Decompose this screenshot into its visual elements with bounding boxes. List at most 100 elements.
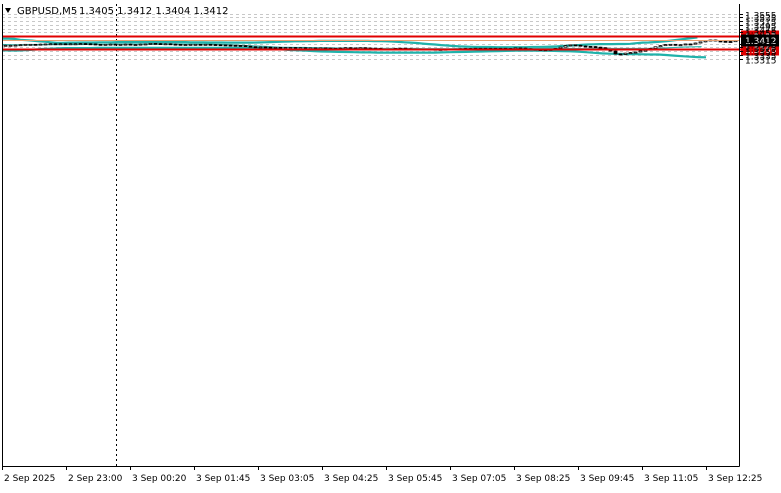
candle-body [198,43,203,46]
candle-body [288,47,293,49]
lower-band-line [1,46,707,59]
candle-body [653,46,658,49]
y-tick-label: 1.3535 [745,15,777,25]
candle-body [53,43,58,46]
triangle-down-icon[interactable] [5,8,11,13]
candle-body [718,40,723,43]
candle-body [18,44,23,47]
x-tick-label: 3 Sep 09:45 [580,474,634,484]
candle-body [233,44,238,47]
x-tick-label: 3 Sep 07:05 [452,474,506,484]
y-tick-label: 1.3335 [745,53,777,63]
candle-body [243,45,248,48]
x-tick-label: 3 Sep 01:45 [196,474,250,484]
candle-body [593,46,598,48]
candle-body [573,44,578,47]
candle-body [193,43,198,46]
y-tick-label: 1.3375 [745,45,777,55]
candle-body [633,51,638,54]
candle-body [563,45,568,48]
current-price-label: 1.3412 [745,37,777,47]
x-tick-label: 3 Sep 03:05 [260,474,314,484]
candle-body [123,43,128,46]
ohlc-label: 1.3405 1.3412 1.3404 1.3412 [79,6,229,17]
candle-body [63,43,68,46]
candle-body [3,44,8,47]
candle-body [93,43,98,46]
chart-header: GBPUSD,M5 1.3405 1.3412 1.3404 1.3412 [5,6,229,17]
candle-body [188,43,193,46]
y-tick-label: 1.3495 [745,23,777,33]
candle-body [253,46,258,49]
candle-body [583,45,588,48]
y-tick-label: 1.3315 [745,57,777,67]
candle-body [663,44,668,47]
candle-body [103,43,108,46]
candle-body [58,43,63,46]
candle-body [228,44,233,47]
candle-body [218,44,223,47]
x-tick-label: 3 Sep 11:05 [644,474,698,484]
y-tick-label: 1.3455 [745,30,777,40]
y-tick-label: 1.3355 [745,49,777,59]
candle-body [203,43,208,46]
candle-body [98,43,103,46]
candle-body [113,43,118,46]
y-tick-label: 1.3515 [745,19,777,29]
candle-body [168,43,173,46]
candle-body [178,43,183,46]
candle-body [88,43,93,46]
candle-body [28,43,33,46]
candle-body [278,46,283,49]
candle-body [143,43,148,46]
y-tick-label: 1.3475 [745,27,777,37]
candle-body [153,42,158,45]
candle-body [588,46,593,48]
x-tick-label: 3 Sep 04:25 [324,474,378,484]
candle-body [568,44,573,47]
candle-body [258,46,263,49]
y-tick-label: 1.3395 [745,42,777,52]
candle-body [728,41,733,43]
candle-body [23,43,28,46]
candle-body [578,44,583,47]
x-tick-label: 3 Sep 08:25 [516,474,570,484]
candle-body [618,53,623,56]
x-tick-label: 2 Sep 2025 [4,474,55,484]
y-tick-label: 1.3555 [745,12,777,22]
x-tick-label: 2 Sep 23:00 [68,474,123,484]
x-tick-label: 3 Sep 12:25 [708,474,762,484]
candle-body [668,43,673,46]
candle-body [138,43,143,46]
candle-body [293,47,298,49]
candle-body [283,47,288,49]
candle-body [693,42,698,45]
candle-body [688,43,693,46]
candle-body [268,46,273,49]
x-tick-label: 3 Sep 05:45 [388,474,442,484]
candle-body [683,43,688,46]
candle-body [33,43,38,46]
candle-body [48,43,53,46]
candle-body [128,43,133,46]
candle-body [208,43,213,46]
candle-body [158,43,163,45]
candle-body [213,44,218,46]
candle-body [83,43,88,45]
candle-body [118,43,123,46]
candle-body [638,50,643,53]
candle-body [698,41,703,44]
candle-body [183,44,188,46]
candle-body [163,43,168,46]
candle-body [238,45,243,47]
candle-body [628,52,633,55]
candle-body [78,43,83,45]
current-price-box [741,34,779,47]
level-price-label: 1.3366 [745,46,777,56]
candle-body [13,44,18,47]
